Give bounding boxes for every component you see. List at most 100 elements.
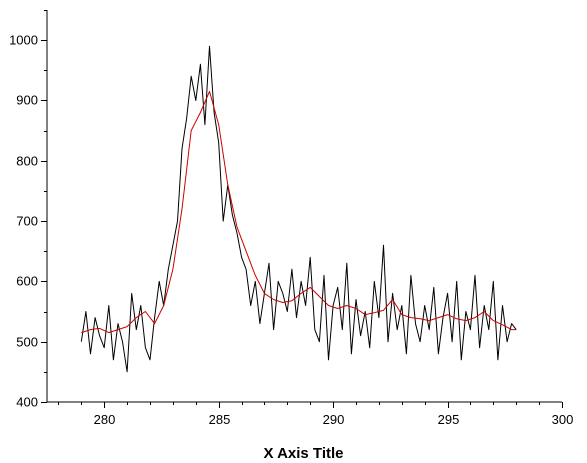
smoothed-data-point xyxy=(154,323,155,324)
raw-data-point xyxy=(259,323,260,324)
raw-data-point xyxy=(365,311,366,312)
raw-data-point xyxy=(278,281,279,282)
raw-data-point xyxy=(342,329,343,330)
raw-data-point xyxy=(429,329,430,330)
x-tick-label: 300 xyxy=(552,412,574,427)
smoothed-data-point xyxy=(438,317,439,318)
raw-data-point xyxy=(122,341,123,342)
raw-data-point xyxy=(241,257,242,258)
smoothed-data-point xyxy=(108,332,109,333)
smoothed-data-point xyxy=(401,314,402,315)
raw-data-point xyxy=(214,112,215,113)
smoothed-data-point xyxy=(209,91,210,92)
raw-data-point xyxy=(452,341,453,342)
raw-data-point xyxy=(154,317,155,318)
raw-data-point xyxy=(177,221,178,222)
raw-data-point xyxy=(172,245,173,246)
axes: 400 500 600 700 800 900 1000 280 285 290 295 300 xyxy=(9,10,573,427)
smoothed-data-point xyxy=(191,130,192,131)
smoothed-data-point xyxy=(255,275,256,276)
smoothed-data-point xyxy=(117,329,118,330)
smoothed-data-point xyxy=(172,269,173,270)
smoothed-data-point xyxy=(181,208,182,209)
raw-data-point xyxy=(507,341,508,342)
smoothed-data-point xyxy=(355,308,356,309)
raw-data-point xyxy=(296,317,297,318)
raw-data-point xyxy=(305,305,306,306)
raw-data-point xyxy=(186,118,187,119)
y-tick-label: 600 xyxy=(16,274,38,289)
raw-data-point xyxy=(145,347,146,348)
smoothed-data-point xyxy=(383,310,384,311)
smoothed-data-point xyxy=(163,305,164,306)
raw-data-point xyxy=(360,335,361,336)
smoothed-data-point xyxy=(246,251,247,252)
smoothed-data-point xyxy=(301,293,302,294)
y-tick-label: 800 xyxy=(16,154,38,169)
raw-data-point xyxy=(291,269,292,270)
raw-data-point xyxy=(113,359,114,360)
x-tick-label: 285 xyxy=(209,412,231,427)
smoothed-data-point xyxy=(127,326,128,327)
y-tick-label: 500 xyxy=(16,335,38,350)
raw-data-point xyxy=(191,76,192,77)
smoothed-fit-line xyxy=(81,90,517,334)
smoothed-data-point xyxy=(291,300,292,301)
smoothed-data-point xyxy=(273,299,274,300)
smoothed-data-point xyxy=(99,328,100,329)
smoothed-data-point xyxy=(420,318,421,319)
raw-data-point xyxy=(255,281,256,282)
raw-data-point xyxy=(108,305,109,306)
raw-data-point xyxy=(415,323,416,324)
raw-data-point xyxy=(433,287,434,288)
smoothed-data-point xyxy=(493,320,494,321)
smoothed-data-point xyxy=(511,329,512,330)
smoothed-data-point xyxy=(90,329,91,330)
smoothed-data-point xyxy=(200,112,201,113)
raw-data-point xyxy=(337,287,338,288)
raw-data-point xyxy=(218,142,219,143)
raw-data-point xyxy=(461,359,462,360)
raw-data-point xyxy=(236,233,237,234)
raw-data-point xyxy=(209,46,210,47)
y-tick-label: 900 xyxy=(16,93,38,108)
x-tick-label: 290 xyxy=(323,412,345,427)
smoothed-data-point xyxy=(392,299,393,300)
y-tick-label: 700 xyxy=(16,214,38,229)
raw-data-point xyxy=(81,341,82,342)
raw-data-point xyxy=(287,311,288,312)
smoothed-data-point xyxy=(282,302,283,303)
raw-data-point xyxy=(314,329,315,330)
raw-data-point xyxy=(470,329,471,330)
raw-data-point xyxy=(410,275,411,276)
smoothed-data-point xyxy=(145,311,146,312)
smoothed-data-point xyxy=(365,314,366,315)
raw-data-point xyxy=(104,347,105,348)
raw-data-point xyxy=(374,281,375,282)
raw-data-point xyxy=(406,353,407,354)
smoothed-data-point xyxy=(474,317,475,318)
raw-data-point xyxy=(90,353,91,354)
raw-data-point xyxy=(140,305,141,306)
smoothed-data-point xyxy=(337,308,338,309)
raw-data-point xyxy=(127,371,128,372)
raw-data-point xyxy=(131,293,132,294)
raw-data-point xyxy=(323,275,324,276)
raw-data-point xyxy=(383,245,384,246)
raw-data-point xyxy=(511,323,512,324)
raw-data-point xyxy=(502,305,503,306)
raw-data-point xyxy=(223,221,224,222)
smoothed-data-point xyxy=(410,317,411,318)
raw-data-point xyxy=(424,305,425,306)
smoothed-data-point xyxy=(81,332,82,333)
raw-data-point xyxy=(273,329,274,330)
smoothed-data-point xyxy=(346,305,347,306)
raw-data-point xyxy=(232,214,233,215)
smoothed-data-point xyxy=(465,320,466,321)
raw-data-point xyxy=(420,341,421,342)
raw-data-point xyxy=(85,311,86,312)
raw-data-point xyxy=(488,329,489,330)
raw-data-point xyxy=(99,335,100,336)
raw-data-point xyxy=(301,281,302,282)
raw-data-point xyxy=(442,317,443,318)
